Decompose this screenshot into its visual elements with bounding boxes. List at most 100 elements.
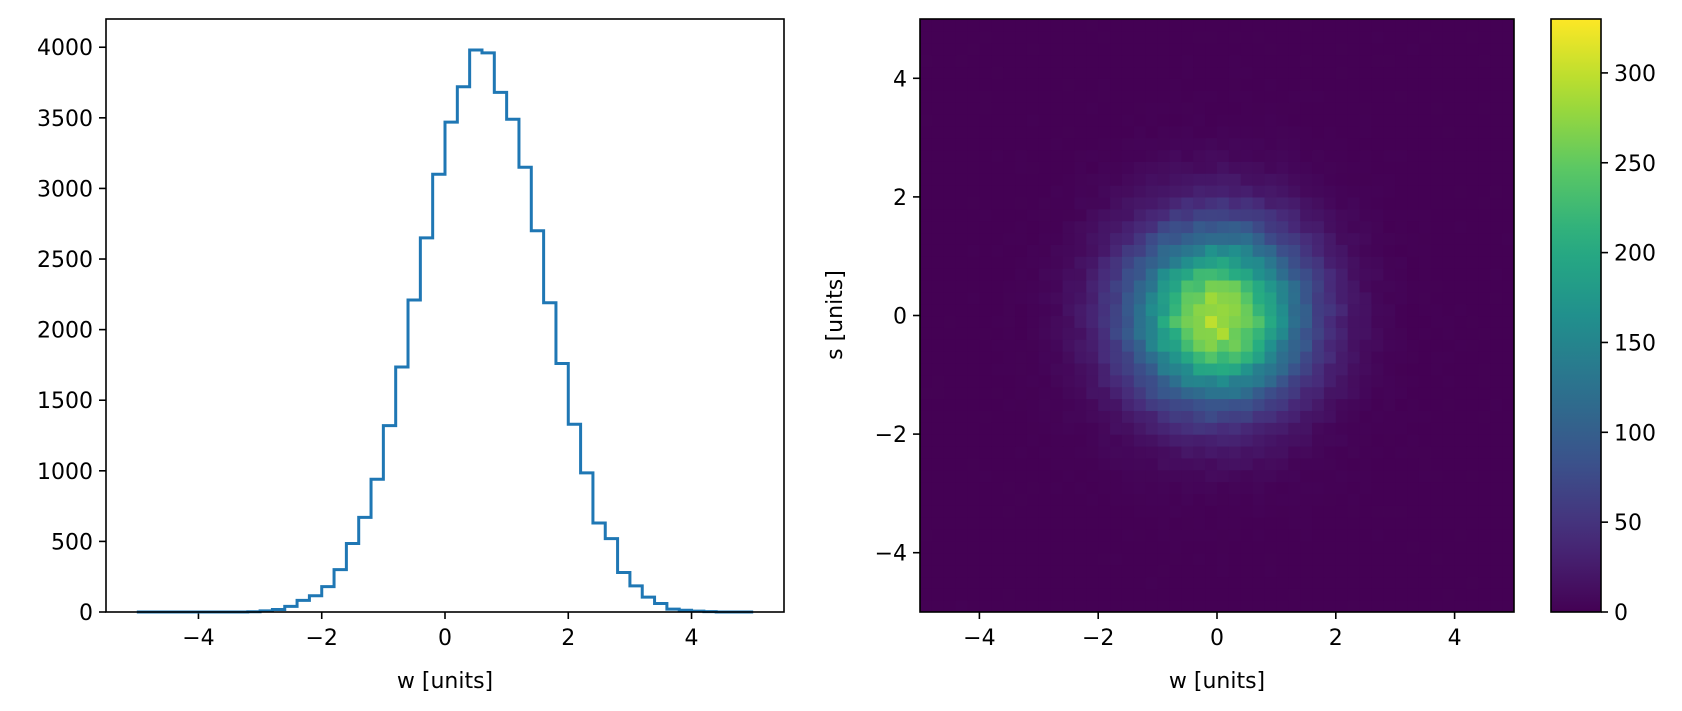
heatmap-cell xyxy=(955,493,969,506)
heatmap-cell xyxy=(1217,113,1230,127)
heatmap-cell xyxy=(979,54,992,68)
heatmap-cell xyxy=(1430,185,1444,198)
heatmap-cell xyxy=(1015,303,1028,317)
heatmap-cell xyxy=(1288,481,1301,494)
heatmap-cell xyxy=(1026,422,1040,435)
heatmap-cell xyxy=(1371,173,1384,186)
heatmap-cell xyxy=(1300,113,1313,127)
heatmap-cell xyxy=(1038,528,1052,542)
heatmap-cell xyxy=(1193,256,1206,269)
heatmap-cell xyxy=(1217,232,1230,245)
heatmap-cell xyxy=(1015,196,1028,210)
heatmap-cell xyxy=(991,78,1004,91)
heatmap-cell xyxy=(1050,588,1064,601)
heatmap-cell xyxy=(1490,386,1503,400)
heatmap-cell xyxy=(1276,232,1289,245)
heatmap-cell xyxy=(931,422,945,435)
heatmap-cell xyxy=(1359,398,1373,411)
heatmap-cell xyxy=(1454,339,1468,352)
heatmap-cell xyxy=(1312,588,1325,601)
heatmap-cell xyxy=(955,576,969,589)
heatmap-cell xyxy=(1015,564,1028,578)
heatmap-cell xyxy=(1181,303,1194,317)
heatmap-cell xyxy=(1181,493,1194,506)
heatmap-cell xyxy=(1418,173,1432,186)
heatmap-cell xyxy=(1466,113,1479,127)
heatmap-cell xyxy=(1133,113,1147,127)
heatmap-cell xyxy=(1323,90,1337,103)
heatmap-cell xyxy=(1240,398,1254,411)
heatmap-cell xyxy=(1145,410,1159,423)
heatmap-cell xyxy=(1454,552,1468,566)
heatmap-cell xyxy=(1395,256,1408,269)
heatmap-cell xyxy=(1502,517,1514,530)
heatmap-cell xyxy=(1050,244,1064,257)
heatmap-cell xyxy=(1003,588,1016,601)
heatmap-cell xyxy=(1086,42,1099,56)
heatmap-cell xyxy=(1205,196,1218,210)
heatmap-cell xyxy=(967,362,980,376)
heatmap-cell xyxy=(1181,362,1194,376)
heatmap-cell xyxy=(955,208,969,222)
heatmap-cell xyxy=(1062,600,1076,612)
heatmap-cell xyxy=(1395,125,1408,139)
heatmap-cell xyxy=(1288,78,1301,91)
heatmap-cell xyxy=(1371,102,1384,115)
heatmap-cell xyxy=(1347,113,1361,127)
heatmap-cell xyxy=(1418,232,1432,245)
heatmap-cell xyxy=(979,505,992,518)
heatmap-cell xyxy=(1145,540,1159,554)
heatmap-cell xyxy=(1276,268,1289,281)
heatmap-cell xyxy=(1300,410,1313,423)
heatmap-cell xyxy=(1086,505,1099,518)
heatmap-cell xyxy=(1133,208,1147,222)
heatmap-cell xyxy=(1347,220,1361,234)
heatmap-cell xyxy=(1359,505,1373,518)
heatmap-cell xyxy=(979,125,992,139)
heatmap-cell xyxy=(920,19,933,32)
heatmap-cell xyxy=(1050,564,1064,578)
heatmap-cell xyxy=(1121,220,1135,234)
heatmap-cell xyxy=(1240,232,1254,245)
heatmap-cell xyxy=(1098,481,1111,494)
heatmap-cell xyxy=(1288,339,1301,352)
heatmap-cell xyxy=(1098,78,1111,91)
heatmap-cell xyxy=(1228,125,1242,139)
heatmap-cell xyxy=(1300,66,1313,79)
heatmap-cell xyxy=(991,422,1004,435)
heatmap-cell xyxy=(1490,173,1503,186)
heatmap-cell xyxy=(1276,493,1289,506)
heatmap-cell xyxy=(1466,54,1479,68)
heatmap-cell xyxy=(1015,232,1028,245)
heatmap-cell xyxy=(1264,90,1277,103)
heatmap-cell xyxy=(931,517,945,530)
heatmap-cell xyxy=(1383,54,1396,68)
heatmap-cell xyxy=(1074,256,1087,269)
heatmap-cell xyxy=(967,173,980,186)
colorbar-tick-label: 100 xyxy=(1614,421,1656,446)
heatmap-cell xyxy=(931,137,945,151)
heatmap-cell xyxy=(1086,600,1099,612)
heatmap-cell xyxy=(967,125,980,139)
heatmap-cell xyxy=(1228,54,1242,68)
heatmap-cell xyxy=(1478,102,1491,115)
heatmap-cell xyxy=(1252,422,1266,435)
heatmap-cell xyxy=(1323,422,1337,435)
heatmap-cell xyxy=(1359,42,1373,56)
heatmap-cell xyxy=(1371,600,1384,612)
heatmap-cell xyxy=(1323,327,1337,340)
heatmap-cell xyxy=(1395,232,1408,245)
histogram-plot-frame xyxy=(105,18,785,613)
heatmap-cell xyxy=(1347,244,1361,257)
heatmap-cell xyxy=(1015,268,1028,281)
heatmap-cell xyxy=(1359,552,1373,566)
heatmap-cell xyxy=(955,505,969,518)
heatmap-cell xyxy=(1050,339,1064,352)
heatmap-cell xyxy=(1157,279,1171,293)
heatmap-cell xyxy=(1395,90,1408,103)
heatmap-cell xyxy=(1121,244,1135,257)
heatmap-cell xyxy=(1407,173,1420,186)
heatmap-cell xyxy=(1086,102,1099,115)
heatmap-cell xyxy=(1217,303,1230,317)
heatmap-cell xyxy=(1217,19,1230,32)
